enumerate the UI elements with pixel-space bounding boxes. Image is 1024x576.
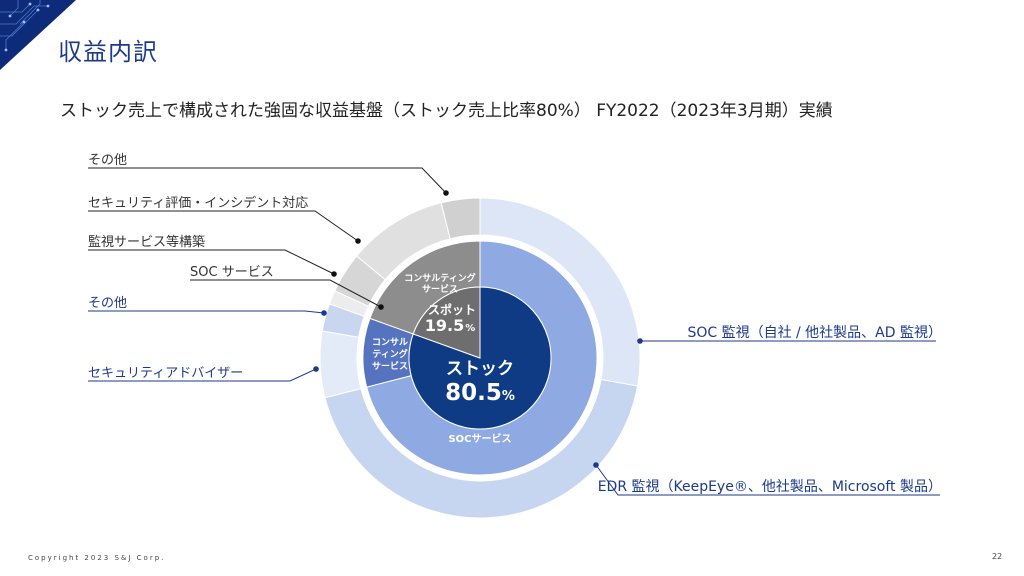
inner-value-1: 19.5% xyxy=(425,316,476,335)
middle-label-2a: コンサルティング xyxy=(404,272,475,284)
outer-label-4: SOC サービス xyxy=(190,265,274,280)
circuit-decoration xyxy=(0,0,76,70)
page-title: 収益内訳 xyxy=(58,38,158,66)
inner-unit-0: % xyxy=(502,389,515,404)
page-subtitle: ストック売上で構成された強固な収益基盤（ストック売上比率80%） FY2022（… xyxy=(60,101,833,121)
outer-label-6: セキュリティ評価・インシデント対応 xyxy=(88,195,308,211)
outer-label-5: 監視サービス等構築 xyxy=(88,234,205,250)
leader-dot-4 xyxy=(378,304,384,310)
leader-dot-2 xyxy=(313,366,319,372)
outer-label-2: セキュリティアドバイザー xyxy=(88,366,243,381)
leader-dot-0 xyxy=(637,338,643,344)
outer-slice-2 xyxy=(319,330,362,399)
leader-dot-6 xyxy=(355,238,361,244)
middle-label-0: SOCサービス xyxy=(448,432,511,445)
leader-line-4 xyxy=(190,279,382,308)
outer-label-0: SOC 監視（自社 / 他社製品、AD 監視） xyxy=(687,324,942,341)
middle-label-1b: ティング xyxy=(372,348,407,360)
leader-line-6 xyxy=(88,210,359,242)
outer-slice-1 xyxy=(324,378,639,519)
outer-label-3: その他 xyxy=(88,296,127,311)
leader-line-3 xyxy=(88,310,325,314)
leader-line-5 xyxy=(88,249,335,275)
middle-label-1a: コンサル xyxy=(372,337,408,348)
outer-label-7: その他 xyxy=(88,153,127,168)
outer-slice-7 xyxy=(440,197,481,240)
leader-dot-3 xyxy=(321,310,327,316)
leader-dot-1 xyxy=(593,462,599,468)
inner-slice-1 xyxy=(412,286,481,359)
leader-line-2 xyxy=(88,368,317,382)
leader-dot-5 xyxy=(331,271,337,277)
middle-label-1c: サービス xyxy=(372,360,408,372)
leader-line-7 xyxy=(88,167,447,194)
inner-label-0: ストック xyxy=(446,359,514,379)
leader-dot-7 xyxy=(443,190,449,196)
page-number: 22 xyxy=(992,552,1003,561)
leader-line-1 xyxy=(595,464,940,496)
inner-unit-1: % xyxy=(465,323,475,334)
outer-label-1: EDR 監視（KeepEye®、他社製品、Microsoft 製品） xyxy=(598,478,942,495)
copyright-text: Copyright 2023 S&J Corp. xyxy=(28,554,166,562)
middle-label-2b: サービス xyxy=(422,283,458,295)
inner-label-1: スポット xyxy=(428,302,476,317)
